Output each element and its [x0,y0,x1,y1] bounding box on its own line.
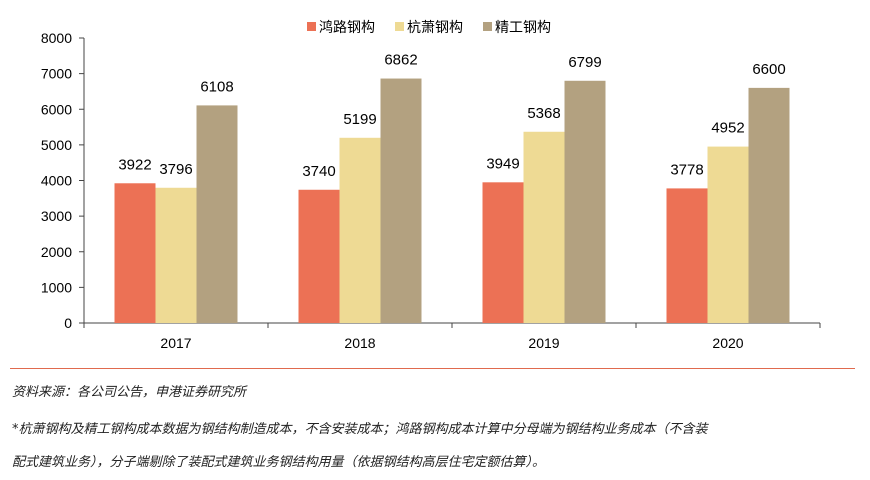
y-tick-label: 5000 [41,137,72,153]
y-tick-label: 2000 [41,244,72,260]
legend-label: 杭萧钢构 [407,19,463,35]
bar-value-label: 3922 [118,156,151,173]
bar-鸿路钢构 [666,188,708,323]
legend-label: 鸿路钢构 [319,19,375,35]
divider-line [10,368,855,369]
x-tick-label: 2018 [344,335,375,351]
bar-chart: 0 1000 2000 3000 4000 5000 6000 7000 8000 2017 392… [41,19,821,351]
bar-杭萧钢构 [339,137,381,323]
y-tick-label: 8000 [41,30,72,46]
y-tick-label: 0 [64,315,72,331]
y-tick-label: 7000 [41,66,72,82]
bar-精工钢构 [748,87,790,323]
legend-swatch [307,22,316,31]
x-tick-label: 2019 [528,335,559,351]
legend-swatch [395,22,404,31]
bar-精工钢构 [564,80,606,324]
bar-value-label: 6862 [384,52,417,69]
bar-value-label: 3778 [670,161,703,178]
y-tick-label: 3000 [41,208,72,224]
bar-value-label: 3740 [302,163,335,180]
bar-value-label: 4952 [711,120,744,137]
bar-value-label: 3796 [159,161,192,178]
bar-杭萧钢构 [523,131,565,323]
source-note: 资料来源：各公司公告，申港证券研究所 [12,385,247,400]
legend-label: 精工钢构 [495,19,551,35]
footnote-line-1: *杭萧钢构及精工钢构成本数据为钢结构制造成本，不含安装成本；鸿路钢构成本计算中分… [12,422,708,437]
bar-value-label: 5368 [527,105,560,122]
bar-value-label: 6108 [200,78,233,95]
legend-swatch [483,22,492,31]
x-tick-label: 2017 [160,335,191,351]
bar-杭萧钢构 [707,146,749,323]
bar-value-label: 6600 [752,61,785,78]
footnote-line-2: 配式建筑业务），分子端剔除了装配式建筑业务钢结构用量（依据钢结构高层住宅定额估算… [12,455,546,470]
y-tick-label: 6000 [41,101,72,117]
bar-杭萧钢构 [155,187,197,323]
bar-value-label: 6799 [568,54,601,71]
y-tick-label: 4000 [41,173,72,189]
bar-鸿路钢构 [482,182,524,323]
bar-精工钢构 [380,78,422,323]
bar-value-label: 3949 [486,155,519,172]
bar-value-label: 5199 [343,111,376,128]
y-tick-label: 1000 [41,279,72,295]
x-tick-label: 2020 [712,335,743,351]
bar-鸿路钢构 [114,183,156,323]
bar-鸿路钢构 [298,189,340,323]
bar-精工钢构 [196,105,238,323]
